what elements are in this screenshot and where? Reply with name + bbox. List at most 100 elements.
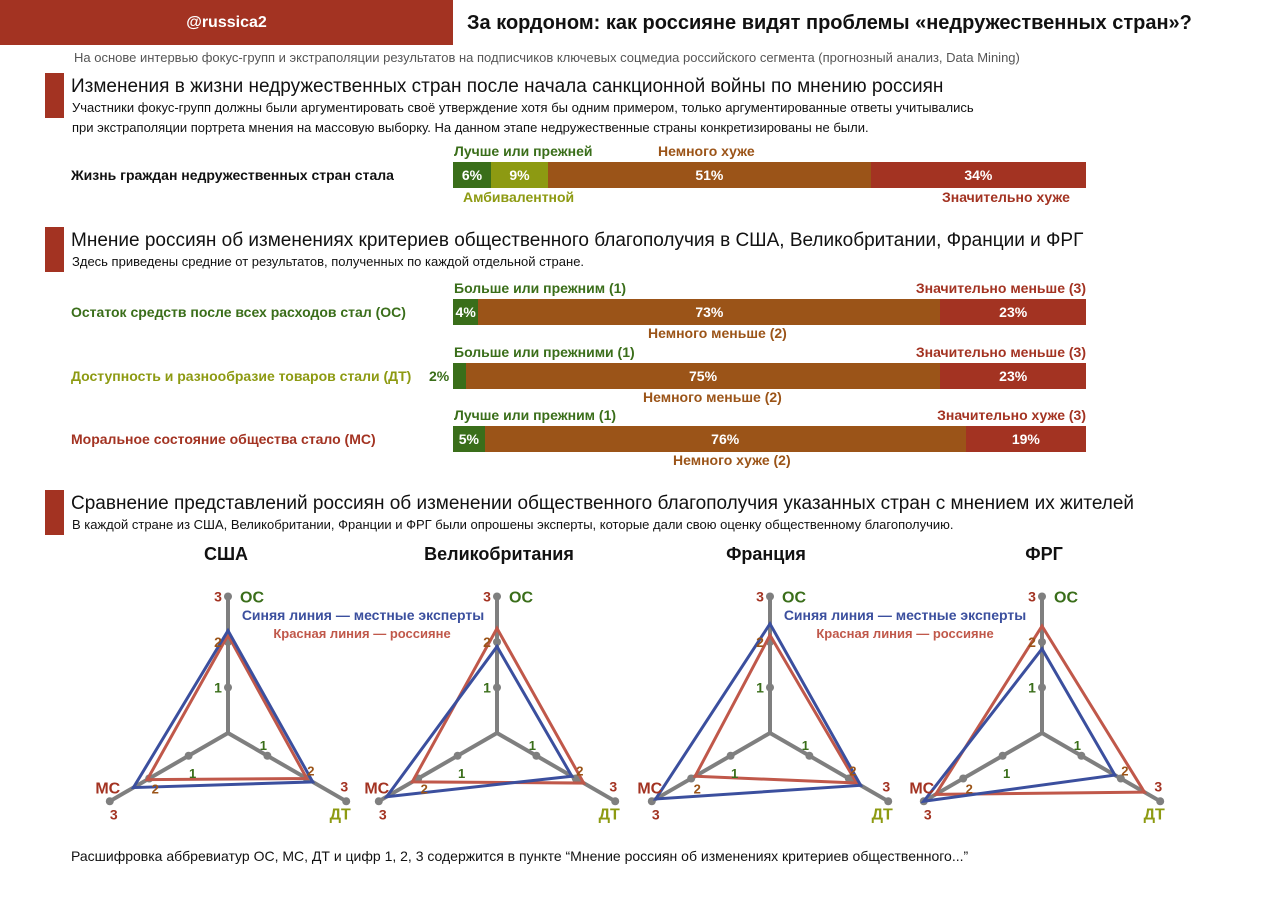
label-1: Больше или прежним (1): [454, 280, 627, 296]
tick-label: 1: [529, 738, 536, 753]
axis-label: ОС: [240, 590, 264, 607]
section2-title: Мнение россиян об изменениях критериев о…: [71, 230, 1084, 251]
axis-tick: [224, 592, 232, 601]
axis-tick: [1156, 797, 1165, 806]
tick-label: 1: [756, 680, 764, 696]
row-label: Остаток средств после всех расходов стал…: [71, 304, 406, 320]
axis-label: МС: [364, 780, 389, 797]
series-russians-line: [144, 632, 310, 782]
tick-label: 2: [966, 782, 973, 797]
tick-label: 2: [307, 764, 314, 779]
label-1: Больше или прежними (1): [454, 344, 635, 360]
label-much-worse: Значительно хуже: [942, 189, 1070, 205]
axis-label: МС: [95, 780, 120, 797]
label-3: Значительно хуже (3): [937, 407, 1086, 423]
tick-label: 3: [214, 589, 222, 605]
series-russians-line: [692, 632, 860, 785]
series-experts-line: [920, 646, 1118, 804]
section-marker: [45, 490, 64, 535]
section1-desc: Участники фокус-групп должны были аргуме…: [72, 100, 974, 115]
label-3: Значительно меньше (3): [915, 280, 1086, 296]
bar-segment: 51%: [547, 162, 871, 188]
axis-label: МС: [909, 780, 934, 797]
axis-tick: [1038, 592, 1046, 601]
tick-label: 2: [756, 634, 764, 650]
page-title: За кордоном: как россияне видят проблемы…: [467, 12, 1192, 34]
tick-label: 2: [694, 782, 701, 797]
axis-tick: [1116, 774, 1125, 783]
axis-tick: [766, 592, 774, 601]
axis-tick: [959, 774, 968, 783]
tick-label: 3: [924, 806, 932, 822]
axis-tick: [884, 797, 893, 806]
section2-desc: Здесь приведены средние от результатов, …: [72, 254, 585, 269]
row-label: Жизнь граждан недружественных стран стал…: [71, 167, 394, 183]
axis-label: ДТ: [330, 806, 351, 823]
label-little-worse: Немного хуже: [658, 143, 755, 159]
bar-segment: 75%: [465, 363, 941, 389]
chart-title: ФРГ: [1025, 544, 1063, 564]
footer-note: Расшифровка аббревиатур ОС, МС, ДТ и циф…: [71, 848, 969, 864]
axis-label: ДТ: [1144, 806, 1165, 823]
tick-label: 1: [1028, 680, 1036, 696]
radar-axis: [1040, 731, 1163, 804]
axis-tick: [844, 774, 853, 783]
tick-label: 1: [214, 680, 222, 696]
stacked-bar: 5% 76% 19%: [453, 426, 1086, 452]
tick-label: 2: [576, 764, 583, 779]
axis-tick: [805, 751, 814, 760]
tick-label: 1: [1003, 766, 1010, 781]
axis-tick: [493, 683, 501, 692]
tick-label: 3: [1154, 778, 1162, 794]
axis-tick: [687, 774, 696, 783]
axis-tick: [493, 638, 501, 646]
label-3: Значительно меньше (3): [915, 344, 1086, 360]
tick-label: 1: [1074, 738, 1081, 753]
radar-axis: [376, 731, 498, 804]
bar-segment: 76%: [484, 426, 966, 452]
stacked-bar: 4% 73% 23%: [453, 299, 1086, 325]
section-marker: [45, 227, 64, 272]
axis-tick: [726, 751, 735, 760]
stacked-bar: 75% 23%: [453, 363, 1086, 389]
axis-label: ОС: [509, 590, 533, 607]
axis-tick: [998, 751, 1007, 760]
axis-tick: [1038, 683, 1046, 692]
section1-title: Изменения в жизни недружественных стран …: [71, 76, 944, 97]
label-ambivalent: Амбивалентной: [463, 189, 575, 205]
axis-tick: [1077, 751, 1086, 760]
bar-segment: 5%: [453, 426, 485, 452]
tick-label: 2: [849, 764, 856, 779]
axis-tick: [493, 592, 501, 601]
axis-label: ДТ: [872, 806, 893, 823]
axis-tick: [263, 751, 272, 760]
axis-tick: [342, 797, 351, 806]
section1-desc: при экстраполяции портрета мнения на мас…: [72, 120, 869, 135]
series-experts-line: [130, 627, 316, 790]
chart-title: Франция: [726, 544, 806, 564]
chart-title: Великобритания: [424, 544, 574, 564]
label-2: Немного хуже (2): [673, 452, 791, 468]
axis-label: ОС: [782, 590, 806, 607]
tick-label: 1: [260, 738, 267, 753]
label-2: Немного меньше (2): [648, 325, 787, 341]
series-experts-line: [652, 620, 864, 801]
bar-segment: 23%: [940, 363, 1086, 389]
tick-label: 3: [652, 806, 660, 822]
radar-axis: [227, 731, 349, 804]
series-experts-line: [383, 643, 575, 799]
bar-segment: 9%: [490, 162, 548, 188]
series-russians-line: [932, 623, 1148, 796]
axis-tick: [1038, 638, 1046, 646]
radar-axis: [649, 731, 771, 804]
axis-tick: [571, 774, 580, 783]
axis-tick: [184, 751, 193, 760]
section-marker: [45, 73, 64, 118]
axis-tick: [224, 683, 232, 692]
tick-label: 3: [340, 778, 348, 794]
tick-label: 1: [802, 738, 809, 753]
stacked-bar: 6% 9% 51% 34%: [453, 162, 1086, 188]
page-subtitle: На основе интервью фокус-групп и экстрап…: [74, 50, 1020, 65]
radar-axis: [921, 731, 1043, 804]
tick-label: 3: [110, 806, 118, 822]
